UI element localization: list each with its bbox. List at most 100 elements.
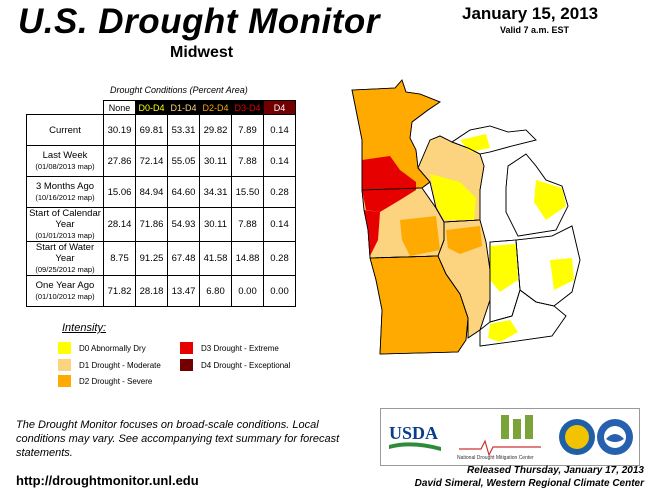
release-info: Released Thursday, January 17, 2013 Davi…: [415, 464, 644, 490]
usda-logo: USDA: [389, 423, 441, 451]
row-label-main: Start of Calendar Year: [29, 208, 101, 230]
row-label-sub: (01/08/2013 map): [35, 162, 95, 171]
row-label-main: Start of Water Year: [35, 242, 95, 264]
table-cell: 30.11: [199, 145, 232, 177]
row-label-main: Last Week: [42, 150, 88, 161]
legend-title: Intensity:: [62, 322, 107, 334]
table-cell: 8.75: [103, 241, 136, 276]
row-label: Start of Water Year (09/25/2012 map): [26, 241, 104, 276]
table-corner: [27, 101, 104, 115]
state-borders: [351, 79, 581, 355]
table-cell: 41.58: [199, 241, 232, 276]
table-cell: 0.14: [263, 207, 296, 242]
noaa-logo-icon: [597, 419, 633, 455]
row-label-sub: (01/01/2013 map): [35, 231, 95, 240]
table-cell: 34.31: [199, 176, 232, 208]
legend-label-d1: D1 Drought - Moderate: [79, 360, 161, 370]
col-header-d1: D1-D4: [167, 100, 200, 115]
table-cell: 13.47: [167, 275, 200, 307]
ndmc-logo-text: National Drought Mitigation Center: [457, 455, 534, 461]
row-label-main: Current: [49, 124, 81, 136]
table-cell: 67.48: [167, 241, 200, 276]
d3-area-iowa: [364, 210, 380, 256]
disclaimer-note: The Drought Monitor focuses on broad-sca…: [16, 419, 340, 459]
d0-area-kentucky: [488, 320, 518, 342]
table-cell: 54.93: [167, 207, 200, 242]
table-cell: 0.14: [263, 114, 296, 146]
col-header-d0: D0-D4: [135, 100, 168, 115]
table-row: Last Week (01/08/2013 map) 27.86 72.14 55.05…: [26, 145, 296, 177]
table-cell: 7.89: [231, 114, 264, 146]
legend-item-d3: D3 Drought - Extreme: [180, 342, 279, 354]
map-title: U.S. Drought Monitor: [18, 2, 380, 41]
d0-area-ohio: [550, 258, 574, 290]
legend-label-d2: D2 Drought - Severe: [79, 376, 153, 386]
table-cell: 15.50: [231, 176, 264, 208]
table-cell: 30.19: [103, 114, 136, 146]
partner-logos: USDA National Drought Mitigation Center: [380, 408, 640, 466]
legend-label-d4: D4 Drought - Exceptional: [201, 360, 291, 370]
table-cell: 71.82: [103, 275, 136, 307]
table-cell: 72.14: [135, 145, 168, 177]
author-credit: David Simeral, Western Regional Climate …: [414, 478, 644, 489]
table-cell: 0.28: [263, 176, 296, 208]
region-name: Midwest: [170, 44, 234, 61]
d0-area-wisconsin: [430, 174, 476, 220]
table-header-row: None D0-D4 D1-D4 D2-D4 D3-D4 D4: [27, 100, 296, 115]
legend-item-d0: D0 Abnormally Dry: [58, 342, 146, 354]
table-cell: 0.28: [263, 241, 296, 276]
table-row: Start of Calendar Year (01/01/2013 map) 28…: [26, 207, 296, 242]
table-cell: 7.88: [231, 145, 264, 177]
usda-logo-text: USDA: [389, 423, 438, 443]
valid-time: Valid 7 a.m. EST: [500, 25, 570, 35]
drought-areas: [362, 134, 574, 342]
table-cell: 29.82: [199, 114, 232, 146]
d3-area-minnesota: [362, 156, 416, 212]
table-cell: 30.11: [199, 207, 232, 242]
table-cell: 28.18: [135, 275, 168, 307]
row-label: One Year Ago (01/10/2012 map): [26, 275, 104, 307]
drought-monitor-link[interactable]: http://droughtmonitor.unl.edu: [16, 473, 199, 488]
legend-swatch-d4: [180, 359, 193, 371]
col-header-d3: D3-D4: [231, 100, 264, 115]
table-cell: 15.06: [103, 176, 136, 208]
row-label-main: 3 Months Ago: [35, 181, 95, 192]
table-cell: 0.00: [263, 275, 296, 307]
row-label: 3 Months Ago (10/16/2012 map): [26, 176, 104, 208]
legend-swatch-d2: [58, 375, 71, 387]
table-cell: 7.88: [231, 207, 264, 242]
d0-area-michigan: [534, 180, 566, 220]
d2-area-illinois: [446, 226, 482, 254]
row-label: Last Week (01/08/2013 map): [26, 145, 104, 177]
table-cell: 91.25: [135, 241, 168, 276]
table-cell: 28.14: [103, 207, 136, 242]
d0-area-indiana: [490, 244, 518, 292]
table-cell: 84.94: [135, 176, 168, 208]
table-row: 3 Months Ago (10/16/2012 map) 15.06 84.94 64…: [26, 176, 296, 208]
table-cell: 0.14: [263, 145, 296, 177]
row-label: Start of Calendar Year (01/01/2013 map): [26, 207, 104, 242]
legend-swatch-d1: [58, 359, 71, 371]
table-cell: 71.86: [135, 207, 168, 242]
release-date: Released Thursday, January 17, 2013: [467, 465, 644, 476]
drought-map: [351, 79, 581, 355]
table-row: Start of Water Year (09/25/2012 map) 8.75 9…: [26, 241, 296, 276]
table-row: Current 30.19 69.81 53.31 29.82 7.89 0.14: [26, 114, 296, 146]
table-cell: 55.05: [167, 145, 200, 177]
table-caption: Drought Conditions (Percent Area): [110, 85, 248, 95]
row-label-main: One Year Ago: [35, 280, 95, 291]
row-label-sub: (10/16/2012 map): [35, 193, 95, 202]
legend-swatch-d3: [180, 342, 193, 354]
row-label: Current: [26, 114, 104, 146]
table-row: One Year Ago (01/10/2012 map) 71.82 28.18 13…: [26, 275, 296, 307]
col-header-d2: D2-D4: [199, 100, 232, 115]
legend-item-d1: D1 Drought - Moderate: [58, 359, 161, 371]
legend-label-d3: D3 Drought - Extreme: [201, 343, 279, 353]
row-label-sub: (09/25/2012 map): [35, 265, 95, 274]
legend-item-d4: D4 Drought - Exceptional: [180, 359, 290, 371]
col-header-none: None: [103, 100, 136, 115]
legend-swatch-d0: [58, 342, 71, 354]
table-cell: 0.00: [231, 275, 264, 307]
table-cell: 53.31: [167, 114, 200, 146]
ndmc-logo: National Drought Mitigation Center: [457, 415, 541, 461]
